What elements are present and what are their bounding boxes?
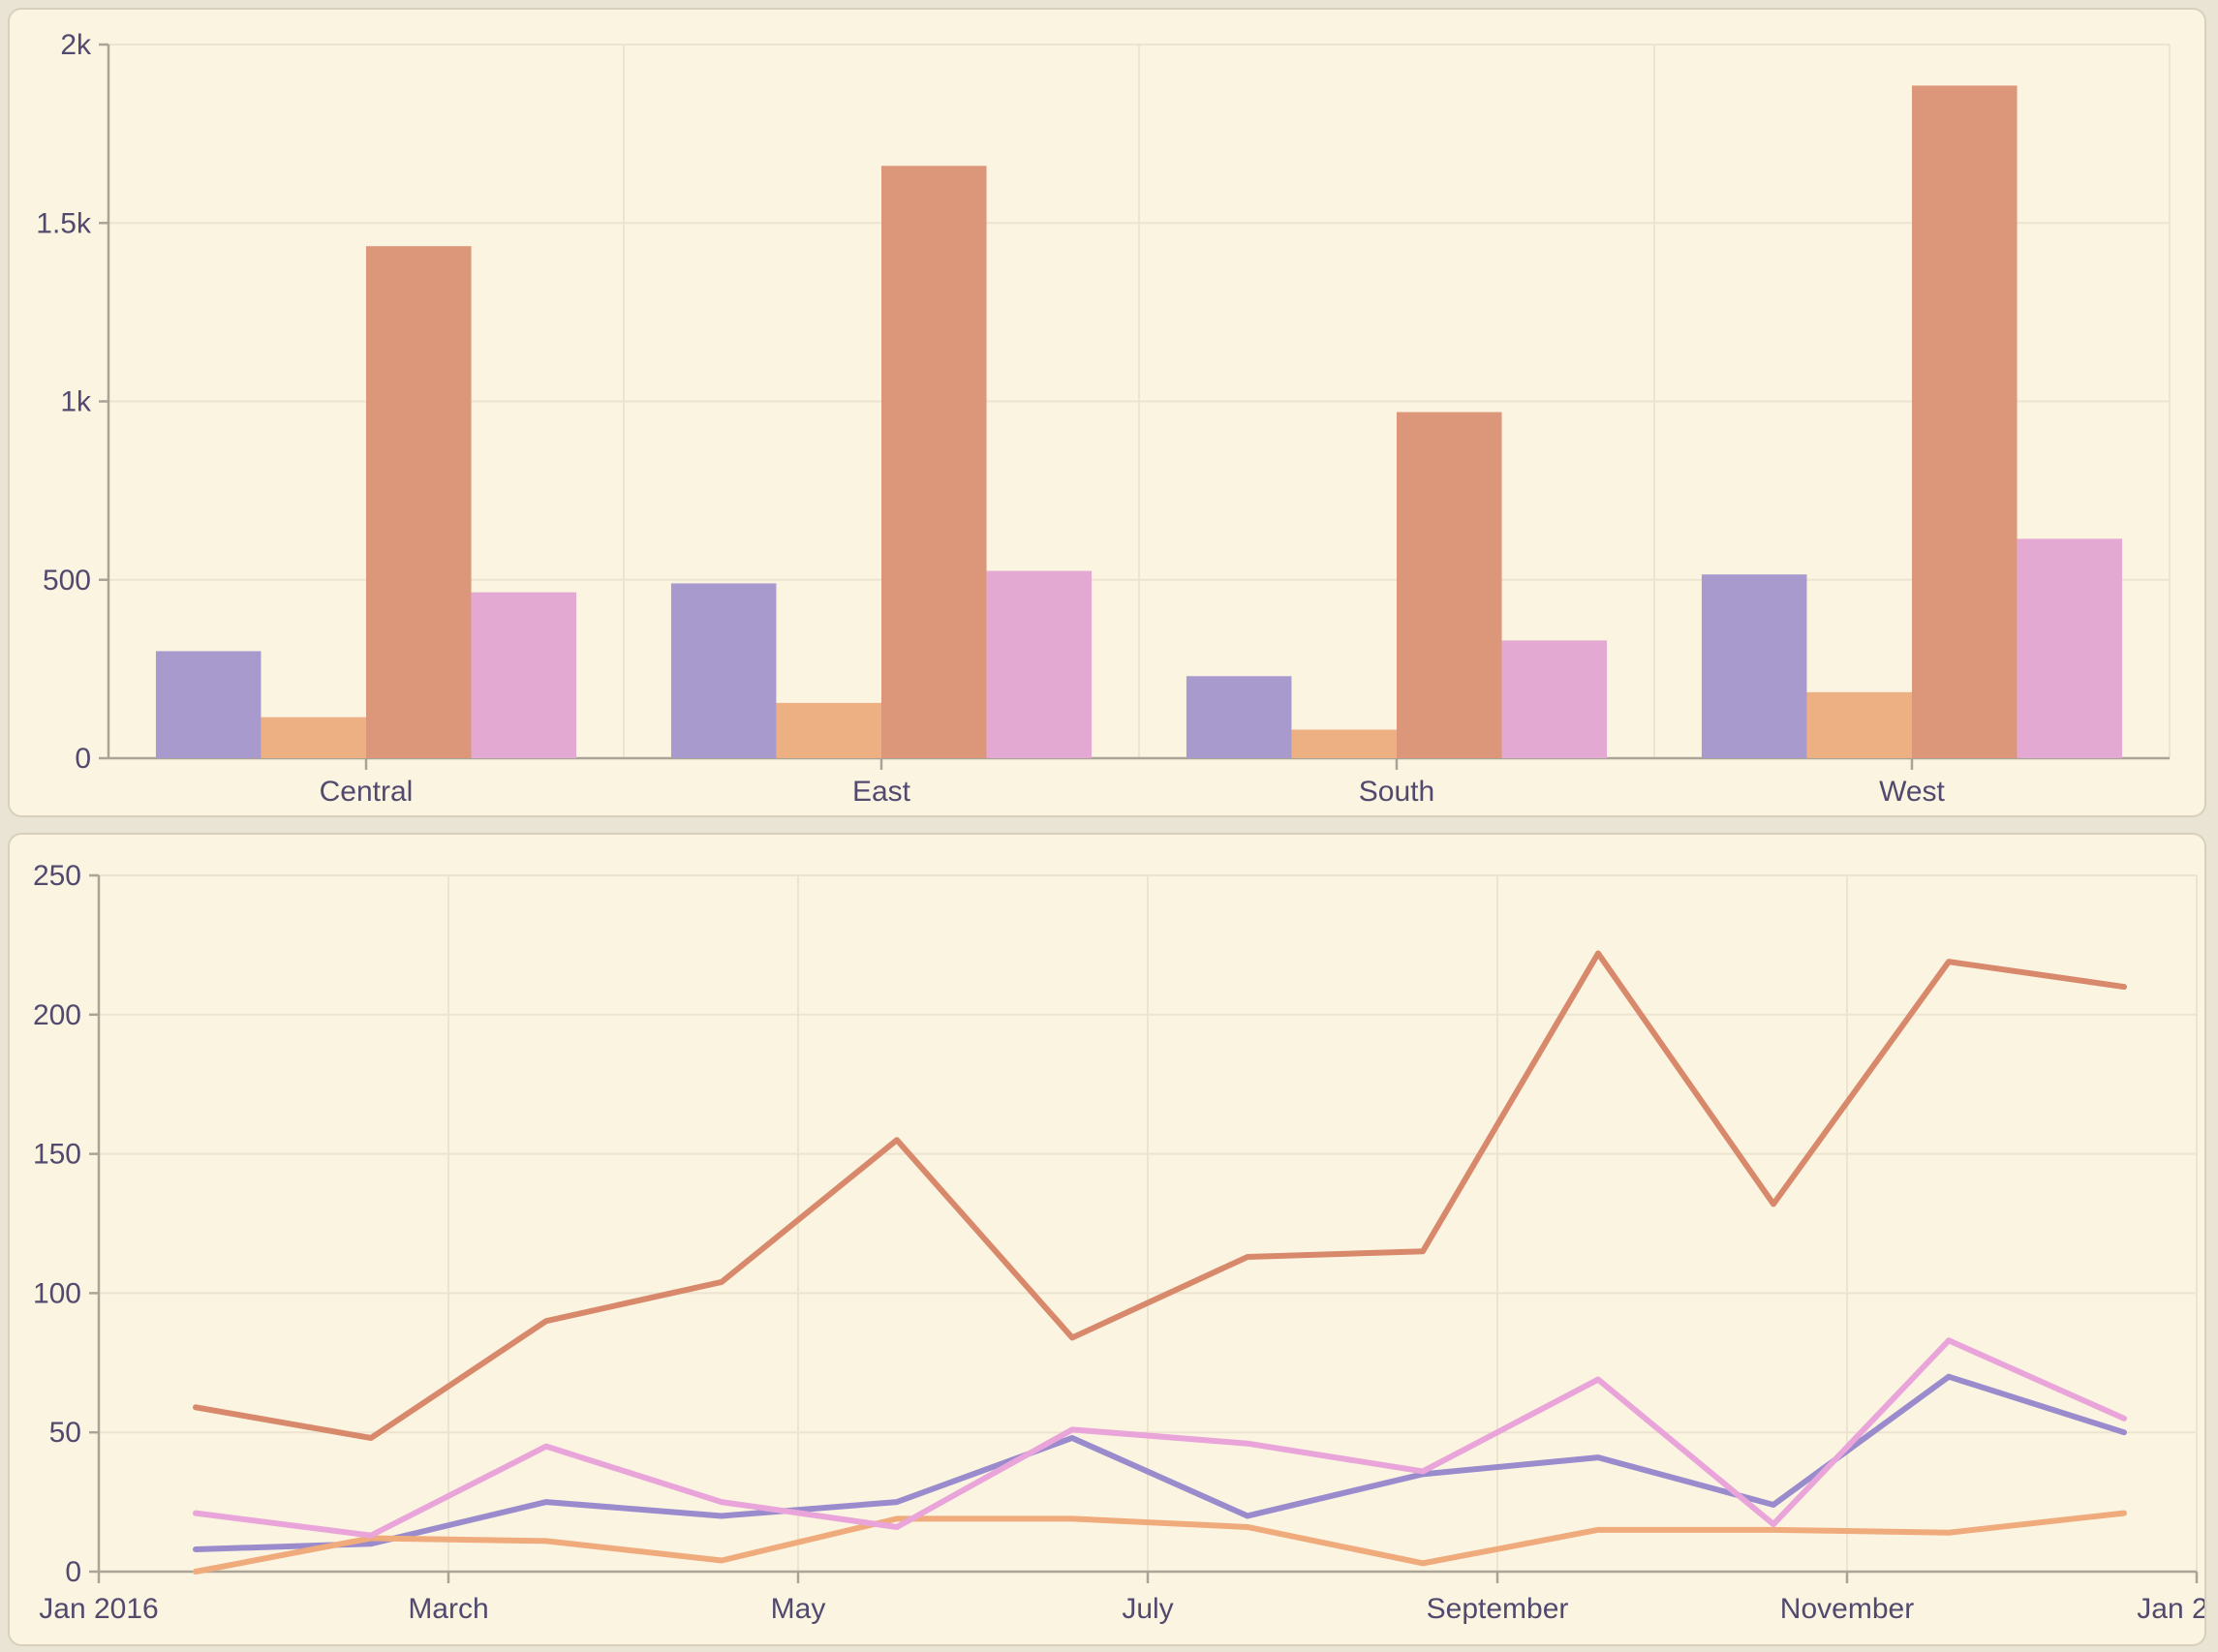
y-tick-label: 0	[65, 1556, 81, 1588]
x-tick-label: March	[408, 1593, 488, 1625]
x-tick-label: May	[771, 1593, 826, 1625]
y-tick-label: 100	[33, 1277, 81, 1309]
bar-pink-central[interactable]	[471, 592, 577, 758]
line-series-purple[interactable]	[193, 1373, 2127, 1552]
bar-purple-east[interactable]	[670, 583, 777, 758]
y-tick-label: 250	[33, 860, 81, 892]
x-tick-label: July	[1122, 1593, 1173, 1625]
y-tick-label: 0	[75, 743, 91, 775]
bar-pink-south[interactable]	[1501, 640, 1608, 758]
y-tick-label: 1.5k	[36, 207, 92, 239]
y-tick-label: 1k	[60, 386, 92, 418]
line-series-pink[interactable]	[193, 1337, 2127, 1539]
bar-purple-west[interactable]	[1701, 574, 1807, 758]
bar-pink-west[interactable]	[2017, 538, 2123, 758]
x-tick-label: Jan 2016	[39, 1593, 158, 1625]
bar-salmon-east[interactable]	[881, 166, 987, 759]
x-tick-label: November	[1780, 1593, 1914, 1625]
line-chart-panel: 0 50 100 150 200 250 Jan 2016 March May July Septe…	[8, 833, 2206, 1646]
y-tick-label: 200	[33, 999, 81, 1031]
bar-light-orange-central[interactable]	[261, 717, 366, 758]
bar-salmon-central[interactable]	[366, 246, 472, 758]
line-series-light-orange[interactable]	[193, 1510, 2127, 1575]
x-tick-label-west: West	[1879, 776, 1945, 808]
x-tick-label-east: East	[852, 776, 911, 808]
bar-purple-central[interactable]	[155, 651, 262, 758]
bar-salmon-south[interactable]	[1397, 412, 1502, 758]
x-tick-label-south: South	[1359, 776, 1434, 808]
line-chart[interactable]: 0 50 100 150 200 250 Jan 2016 March May July Septe…	[10, 835, 2204, 1644]
y-tick-label: 50	[49, 1417, 81, 1449]
bar-salmon-west[interactable]	[1912, 85, 2018, 758]
bar-light-orange-south[interactable]	[1291, 729, 1397, 758]
x-tick-label-central: Central	[320, 776, 414, 808]
line-series-salmon[interactable]	[193, 950, 2127, 1441]
x-tick-label: September	[1427, 1593, 1569, 1625]
y-tick-label: 150	[33, 1139, 81, 1171]
bar-chart[interactable]: 0 500 1k 1.5k 2k Central East South West	[10, 10, 2204, 815]
y-tick-label: 2k	[60, 29, 92, 61]
x-tick-label: Jan 2017	[2137, 1593, 2204, 1625]
bar-purple-south[interactable]	[1186, 676, 1292, 758]
y-tick-label: 500	[43, 565, 91, 597]
bar-chart-panel: 0 500 1k 1.5k 2k Central East South West	[8, 8, 2206, 817]
bar-light-orange-east[interactable]	[776, 702, 881, 758]
bar-light-orange-west[interactable]	[1806, 691, 1912, 758]
bar-pink-east[interactable]	[986, 570, 1093, 758]
